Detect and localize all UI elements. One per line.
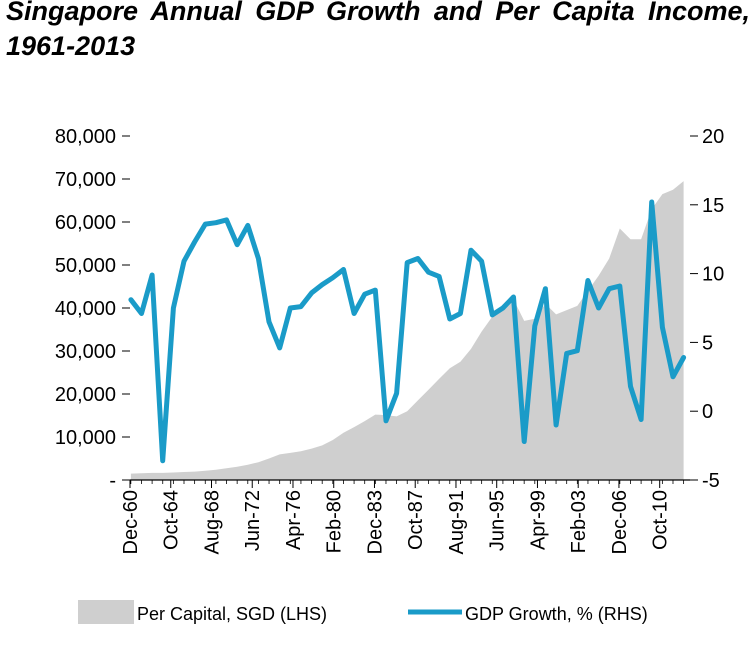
legend-area-swatch bbox=[78, 600, 134, 624]
x-tick-label: Jun-72 bbox=[242, 490, 264, 551]
left-tick-label: 40,000 bbox=[55, 298, 116, 320]
x-tick-label: Dec-83 bbox=[364, 490, 386, 554]
left-tick-label: 60,000 bbox=[55, 212, 116, 234]
right-tick-label: 15 bbox=[702, 195, 724, 217]
left-tick-label: 80,000 bbox=[55, 126, 116, 148]
right-tick-label: 5 bbox=[702, 332, 713, 354]
right-tick-label: 0 bbox=[702, 401, 713, 423]
legend-area-label: Per Capital, SGD (LHS) bbox=[137, 604, 327, 624]
x-tick-label: Feb-80 bbox=[324, 490, 346, 553]
legend-line-label: GDP Growth, % (RHS) bbox=[465, 604, 648, 624]
x-tick-label: Oct-64 bbox=[161, 490, 183, 550]
x-tick-label: Oct-87 bbox=[405, 490, 427, 550]
left-axis-ticks: 80,000 70,000 60,000 50,000 40,000 30,000 20,0… bbox=[55, 126, 130, 492]
left-tick-label: 50,000 bbox=[55, 255, 116, 277]
right-tick-label: -5 bbox=[702, 470, 720, 492]
left-tick-label: - bbox=[109, 470, 116, 492]
x-tick-label: Oct-10 bbox=[650, 490, 672, 550]
x-tick-label: Dec-06 bbox=[609, 490, 631, 554]
x-axis-ticks: Dec-60 Oct-64 Aug-68 Jun-72 Apr-76 Feb-80 Dec-… bbox=[120, 480, 685, 555]
area-layer bbox=[130, 181, 684, 480]
chart-title: Singapore Annual GDP Growth and Per Capi… bbox=[6, 0, 750, 61]
line-series-gdp-growth bbox=[128, 199, 687, 464]
x-tick-label: Feb-03 bbox=[568, 490, 590, 553]
area-series-per-capita bbox=[130, 181, 684, 480]
x-tick-label: Apr-99 bbox=[527, 490, 549, 550]
x-tick-label: Apr-76 bbox=[283, 490, 305, 550]
x-tick-label: Jun-95 bbox=[487, 490, 509, 551]
left-tick-label: 10,000 bbox=[55, 427, 116, 449]
left-tick-label: 20,000 bbox=[55, 384, 116, 406]
x-tick-label: Aug-91 bbox=[446, 490, 468, 554]
legend: Per Capital, SGD (LHS) GDP Growth, % (RH… bbox=[78, 600, 648, 624]
left-tick-label: 70,000 bbox=[55, 169, 116, 191]
right-axis-ticks: 20 15 10 5 0 -5 bbox=[690, 126, 724, 492]
x-tick-label: Dec-60 bbox=[120, 490, 142, 554]
line-layer bbox=[128, 199, 687, 464]
left-tick-label: 30,000 bbox=[55, 341, 116, 363]
right-tick-label: 10 bbox=[702, 264, 724, 286]
x-tick-label: Aug-68 bbox=[201, 490, 223, 555]
right-tick-label: 20 bbox=[702, 126, 724, 148]
